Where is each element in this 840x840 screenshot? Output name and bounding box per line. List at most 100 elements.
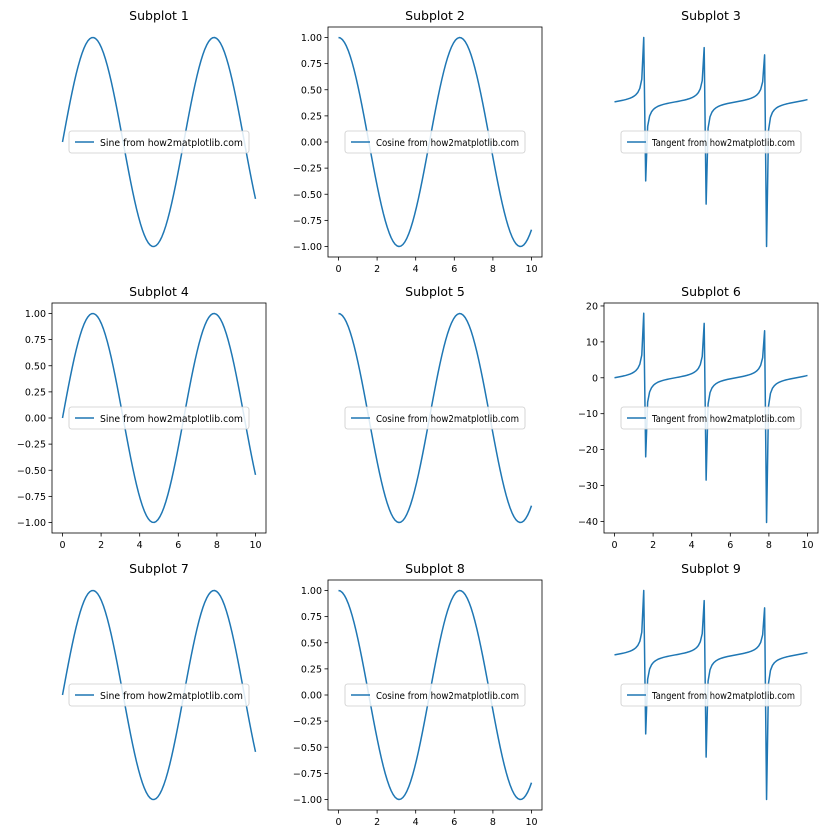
legend-box — [620, 406, 802, 430]
y-tick-label: −20 — [578, 445, 598, 456]
legend-box — [68, 406, 250, 430]
subplot-2: Subplot 2 0 2 4 6 8 10 1.00 0.75 0.50 0.25 0.00 −0.2… — [293, 8, 543, 275]
legend: Cosine from how2matplotlib.com — [344, 683, 526, 707]
legend-box — [620, 683, 802, 707]
x-tick-label: 8 — [766, 540, 772, 551]
subplot-title: Subplot 1 — [129, 8, 189, 23]
series-line — [614, 36, 808, 248]
x-tick-label: 8 — [214, 540, 220, 551]
x-tick-label: 2 — [374, 817, 380, 828]
legend-box — [344, 130, 526, 154]
legend-label: Tangent from how2matplotlib.com — [651, 691, 795, 702]
y-tick-label: −1.00 — [17, 518, 46, 529]
y-tick-label: −0.25 — [293, 164, 322, 175]
y-tick-label: 0.00 — [25, 414, 46, 425]
legend: Sine from how2matplotlib.com — [68, 683, 250, 707]
series-line — [61, 312, 257, 524]
y-tick-label: −30 — [578, 481, 598, 492]
x-tick-label: 4 — [413, 264, 419, 275]
legend-label: Tangent from how2matplotlib.com — [651, 414, 795, 425]
y-tick-label: 0.25 — [301, 111, 322, 122]
y-tick-label: −0.75 — [293, 769, 322, 780]
x-tick-label: 0 — [335, 264, 341, 275]
subplot-9: Subplot 9 Tangent from how2matplotlib.com — [614, 561, 808, 801]
y-tick-label: 20 — [586, 301, 598, 312]
y-tick-label: −1.00 — [293, 242, 322, 253]
x-tick-label: 8 — [490, 264, 496, 275]
x-tick-label: 0 — [611, 540, 617, 551]
legend: Sine from how2matplotlib.com — [68, 406, 250, 430]
legend-box — [68, 683, 250, 707]
x-tick-label: 10 — [525, 817, 537, 828]
legend-label: Tangent from how2matplotlib.com — [651, 138, 795, 149]
legend-box — [620, 130, 802, 154]
y-tick-label: 0 — [592, 373, 598, 384]
x-tick-label: 10 — [249, 540, 261, 551]
subplot-4: Subplot 4 0 2 4 6 8 10 1.00 0.75 0.50 0.25 0.00 −0.2… — [17, 284, 267, 551]
y-tick-label: 1.00 — [301, 33, 322, 44]
legend-label: Sine from how2matplotlib.com — [100, 138, 243, 149]
y-tick-label: 0.75 — [301, 612, 322, 623]
y-tick-label: 0.00 — [301, 691, 322, 702]
y-tick-label: 0.25 — [301, 664, 322, 675]
legend-label: Sine from how2matplotlib.com — [100, 691, 243, 702]
x-tick-label: 6 — [451, 817, 457, 828]
x-tick-label: 2 — [98, 540, 104, 551]
x-tick-label: 10 — [525, 264, 537, 275]
x-tick-label: 10 — [801, 540, 813, 551]
x-tick-label: 2 — [650, 540, 656, 551]
y-tick-label: −0.75 — [17, 492, 46, 503]
y-tick-label: −0.50 — [293, 190, 322, 201]
subplot-8: Subplot 8 0 2 4 6 8 10 1.00 0.75 0.50 0.25 0.00 −0.2… — [293, 561, 543, 828]
y-tick-label: −0.25 — [293, 717, 322, 728]
subplot-6: Subplot 6 0 2 4 6 8 10 20 10 0 −10 −20 −30 −40 Tangent… — [578, 284, 819, 551]
x-tick-label: 6 — [727, 540, 733, 551]
y-tick-label: 1.00 — [25, 309, 46, 320]
x-tick-label: 2 — [374, 264, 380, 275]
subplot-title: Subplot 2 — [405, 8, 465, 23]
subplot-3: Subplot 3 Tangent from how2matplotlib.com — [614, 8, 808, 248]
subplot-title: Subplot 4 — [129, 284, 189, 299]
x-tick-label: 4 — [413, 817, 419, 828]
x-tick-label: 6 — [451, 264, 457, 275]
y-tick-label: 0.75 — [301, 59, 322, 70]
axes-frame — [603, 302, 819, 534]
subplot-7: Subplot 7 Sine from how2matplotlib.com — [61, 561, 257, 801]
y-tick-label: 0.25 — [25, 387, 46, 398]
subplot-title: Subplot 6 — [681, 284, 741, 299]
y-tick-label: 0.50 — [301, 85, 322, 96]
series-line — [61, 36, 257, 248]
x-tick-label: 0 — [59, 540, 65, 551]
subplot-title: Subplot 3 — [681, 8, 741, 23]
legend: Tangent from how2matplotlib.com — [620, 130, 802, 154]
subplot-title: Subplot 9 — [681, 561, 741, 576]
y-tick-label: −10 — [578, 409, 598, 420]
y-tick-label: −40 — [578, 517, 598, 528]
legend: Tangent from how2matplotlib.com — [620, 683, 802, 707]
y-tick-label: 0.00 — [301, 138, 322, 149]
x-tick-label: 6 — [175, 540, 181, 551]
y-tick-label: −0.50 — [17, 466, 46, 477]
legend-label: Cosine from how2matplotlib.com — [376, 414, 519, 425]
series-line — [614, 312, 808, 524]
legend: Tangent from how2matplotlib.com — [620, 406, 802, 430]
y-tick-label: −0.50 — [293, 743, 322, 754]
legend-box — [344, 683, 526, 707]
subplot-1: Subplot 1 Sine from how2matplotlib.com — [61, 8, 257, 248]
legend: Cosine from how2matplotlib.com — [344, 130, 526, 154]
subplot-title: Subplot 8 — [405, 561, 465, 576]
y-tick-label: −0.25 — [17, 440, 46, 451]
subplot-title: Subplot 7 — [129, 561, 189, 576]
y-tick-label: −1.00 — [293, 795, 322, 806]
subplot-5: Subplot 5 Cosine from how2matplotlib.com — [338, 284, 533, 524]
subplot-title: Subplot 5 — [405, 284, 465, 299]
legend-box — [344, 406, 526, 430]
y-tick-label: 0.50 — [301, 638, 322, 649]
x-tick-label: 0 — [335, 817, 341, 828]
legend-label: Sine from how2matplotlib.com — [100, 414, 243, 425]
series-line — [614, 589, 808, 801]
legend-label: Cosine from how2matplotlib.com — [376, 138, 519, 149]
legend-label: Cosine from how2matplotlib.com — [376, 691, 519, 702]
legend: Sine from how2matplotlib.com — [68, 130, 250, 154]
